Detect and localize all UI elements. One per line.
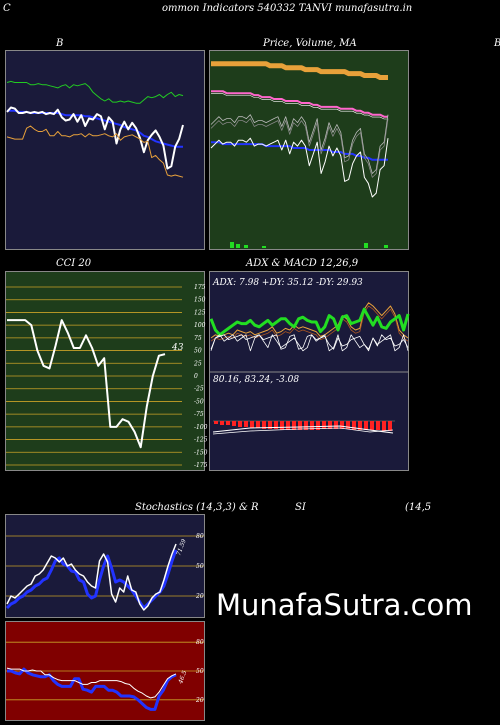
macd-bar-28: [382, 421, 386, 431]
si-series-blue: [7, 667, 177, 711]
cci-tick-1: 150: [194, 297, 206, 304]
cci-tick-2: 125: [194, 309, 206, 316]
macd-bar-17: [316, 421, 320, 430]
header-left-letter: C: [3, 3, 11, 14]
price-avg-lower: [210, 118, 389, 178]
bb-series-3: [6, 125, 184, 178]
adx-panel: [209, 271, 409, 471]
cci-tick-14: -175: [194, 462, 208, 469]
macd-bar-5: [244, 421, 248, 427]
macd-bar-6: [250, 421, 254, 428]
stoch-title: Stochastics (14,3,3) & R: [135, 502, 259, 513]
cci-tick-10: -75: [194, 411, 204, 418]
macd-bar-19: [328, 421, 332, 429]
macd-bar-7: [256, 421, 260, 428]
cci-tick-6: 25: [193, 360, 202, 367]
bb-title: B: [56, 38, 64, 49]
macd-bar-2: [226, 421, 230, 425]
cci-series-0: [7, 319, 166, 449]
macd-bar-12: [286, 421, 290, 430]
stoch-tick-0: 80: [196, 533, 204, 540]
cci-tick-11: -100: [194, 424, 208, 431]
adx-series-1b: [210, 305, 409, 342]
si-tick-2: 20: [195, 697, 204, 704]
macd-values: 80.16, 83.24, -3.08: [213, 375, 299, 385]
macd-bar-16: [310, 421, 314, 430]
stoch-series-k: [6, 543, 177, 611]
price-series-3: [210, 137, 389, 198]
macd-bar-23: [352, 421, 356, 430]
macd-bar-24: [358, 421, 362, 430]
macd-line: [212, 425, 394, 434]
macd-bar-20: [334, 421, 338, 429]
macd-bar-18: [322, 421, 326, 429]
cci-tick-4: 75: [194, 335, 202, 342]
volume-bar-3: [262, 246, 266, 248]
macd-bar-26: [370, 421, 374, 430]
adx-series-0: [209, 307, 410, 337]
price-title: Price, Volume, MA: [263, 38, 357, 49]
volume-bar-4: [364, 243, 368, 248]
macd-bar-4: [238, 421, 242, 427]
volume-bar-5: [384, 245, 388, 248]
cci-tick-7: 0: [194, 373, 198, 380]
macd-bar-11: [280, 421, 284, 430]
macd-bar-21: [340, 421, 344, 429]
macd-bar-25: [364, 421, 368, 430]
stoch-last-label: 71.59: [175, 538, 188, 557]
macd-bar-1: [220, 421, 224, 425]
cci-tick-9: -50: [194, 398, 204, 405]
si-series-white: [6, 667, 177, 699]
macd-bar-29: [388, 421, 392, 431]
adx-values: ADX: 7.98 +DY: 35.12 -DY: 29.93: [212, 278, 363, 288]
macd-bar-10: [274, 421, 278, 429]
price-pink-edge: [211, 93, 388, 120]
stoch-tick-1: 50: [196, 563, 204, 570]
cci-last-label: 43: [171, 343, 184, 353]
stoch-series-d: [5, 549, 178, 610]
cci-tick-12: -125: [194, 437, 208, 444]
volume-bar-0: [230, 242, 234, 248]
cci-tick-0: 175: [194, 284, 206, 291]
macd-bar-27: [376, 421, 380, 430]
macd-bar-3: [232, 421, 236, 426]
cci-title: CCI 20: [56, 258, 92, 269]
macd-bar-15: [304, 421, 308, 430]
cci-tick-3: 100: [194, 322, 206, 329]
macd-bar-13: [292, 421, 296, 430]
si-title: SI: [295, 502, 306, 513]
si-tick-0: 80: [196, 639, 204, 646]
macd-bar-8: [262, 421, 266, 429]
cci-tick-8: -25: [194, 386, 204, 393]
adx-series-1: [210, 302, 409, 339]
page-title: ommon Indicators 540332 TANVI munafasutr…: [162, 3, 413, 14]
si-params: (14,5: [405, 502, 432, 513]
price-avg-upper: [210, 114, 389, 174]
watermark: MunafaSutra.com: [216, 588, 473, 622]
edge-letter: B: [494, 38, 500, 49]
cci-tick-5: 50: [194, 348, 202, 355]
macd-bar-22: [346, 421, 350, 429]
bb-series-2: [6, 106, 184, 170]
adx-title: ADX & MACD 12,26,9: [246, 258, 359, 269]
price-series-1: [211, 90, 388, 118]
price-series-0: [211, 61, 388, 80]
bb-series-0: [6, 80, 184, 104]
volume-bar-2: [244, 245, 248, 248]
adx-white-b: [210, 334, 409, 350]
macd-bar-0: [214, 421, 218, 424]
cci-tick-13: -150: [194, 449, 208, 456]
macd-bar-14: [298, 421, 302, 430]
si-last-label: 46.5: [177, 670, 189, 686]
macd-bar-9: [268, 421, 272, 429]
macd-signal: [212, 427, 394, 435]
price-series-2: [211, 141, 388, 161]
stoch-tick-2: 20: [195, 593, 204, 600]
si-tick-1: 50: [196, 668, 204, 675]
volume-bar-1: [236, 244, 240, 248]
